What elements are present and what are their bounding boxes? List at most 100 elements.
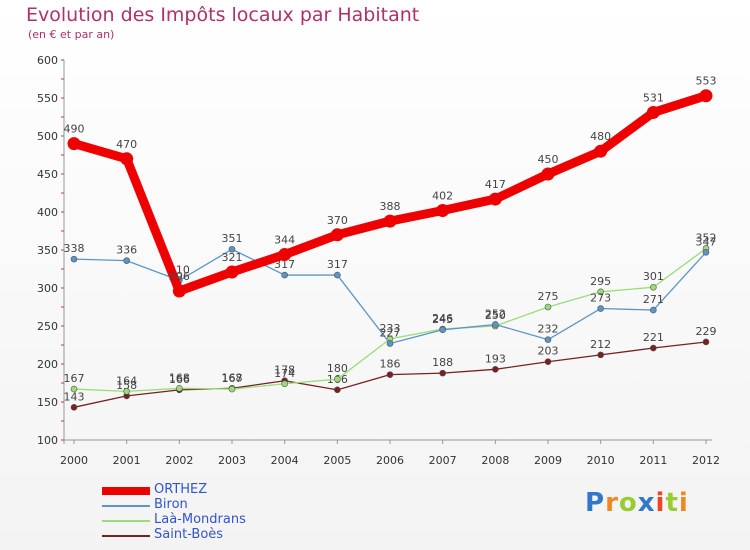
legend-label: Saint-Boès: [154, 527, 224, 542]
data-point: [650, 306, 657, 314]
x-tick-label: 2008: [481, 454, 509, 467]
data-label: 296: [169, 270, 190, 283]
data-point: [488, 192, 502, 206]
y-tick-label: 200: [37, 358, 58, 371]
x-tick-label: 2011: [639, 454, 667, 467]
data-label: 271: [643, 293, 664, 306]
data-label: 531: [643, 91, 664, 104]
data-point: [334, 271, 341, 279]
data-point: [123, 388, 130, 395]
x-tick-label: 2007: [429, 454, 457, 467]
y-tick-label: 100: [37, 434, 58, 447]
legend-swatch: [102, 535, 150, 537]
data-label: 167: [222, 372, 243, 385]
data-label: 344: [274, 234, 295, 247]
data-label: 273: [590, 292, 611, 305]
data-label: 167: [64, 372, 85, 385]
legend-label: Laà-Mondrans: [154, 512, 246, 527]
data-point: [650, 283, 657, 291]
data-point: [172, 284, 186, 298]
data-label: 233: [380, 322, 401, 335]
logo-letter: i: [655, 488, 666, 518]
y-tick-label: 450: [37, 168, 58, 181]
data-label: 164: [116, 374, 137, 387]
x-tick-label: 2009: [534, 454, 562, 467]
data-label: 245: [432, 313, 453, 326]
data-label: 203: [538, 345, 559, 358]
data-point: [334, 375, 341, 383]
data-point: [541, 167, 555, 181]
data-point: [123, 257, 130, 264]
y-tick-label: 500: [37, 130, 58, 143]
data-label: 480: [590, 130, 611, 143]
x-tick-label: 2004: [271, 454, 299, 467]
data-point: [70, 255, 78, 263]
data-label: 388: [380, 200, 401, 213]
data-label: 352: [696, 231, 717, 244]
data-point: [386, 340, 394, 347]
data-label: 250: [485, 309, 506, 322]
proxiti-logo: Proxiti: [585, 488, 689, 518]
x-tick-label: 2012: [692, 454, 720, 467]
data-point: [70, 404, 78, 411]
data-label: 227: [380, 326, 401, 339]
data-point: [544, 336, 552, 343]
data-label: 168: [169, 371, 190, 384]
y-tick-label: 150: [37, 396, 58, 409]
data-point: [597, 305, 604, 312]
data-label: 178: [274, 364, 295, 377]
data-label: 321: [222, 251, 243, 264]
data-label: 317: [327, 258, 348, 271]
data-label: 417: [485, 178, 506, 191]
logo-letter: i: [678, 488, 689, 518]
data-point: [436, 203, 450, 217]
legend-swatch: [102, 520, 150, 522]
chart-title: Evolution des Impôts locaux par Habitant: [26, 4, 420, 26]
data-point: [281, 271, 288, 279]
data-label: 212: [590, 338, 611, 351]
data-point: [650, 344, 657, 352]
x-tick-label: 2000: [60, 454, 88, 467]
legend-swatch: [102, 505, 150, 507]
x-tick-label: 2005: [323, 454, 351, 467]
data-point: [228, 245, 236, 253]
data-point: [228, 385, 236, 393]
data-point: [334, 386, 341, 394]
data-point: [702, 248, 710, 256]
y-tick-label: 600: [37, 54, 58, 67]
data-point: [70, 385, 78, 393]
data-point: [439, 369, 446, 377]
data-point: [492, 321, 499, 328]
legend-swatch: [102, 487, 150, 495]
legend-label: ORTHEZ: [154, 482, 208, 497]
data-label: 180: [327, 362, 348, 375]
logo-letter: x: [637, 488, 656, 518]
data-label: 317: [274, 258, 295, 271]
logo-letter: t: [665, 488, 679, 518]
data-point: [544, 303, 552, 311]
data-label: 246: [432, 312, 453, 325]
data-label: 232: [538, 323, 559, 336]
data-point: [176, 385, 183, 392]
x-tick-label: 2010: [587, 454, 615, 467]
y-tick-label: 350: [37, 244, 58, 257]
data-label: 252: [485, 307, 506, 320]
data-label: 470: [116, 138, 137, 151]
data-point: [330, 228, 344, 242]
data-point: [278, 248, 292, 262]
data-point: [386, 371, 394, 378]
data-label: 221: [643, 331, 664, 344]
data-label: 338: [64, 242, 85, 255]
data-point: [597, 351, 604, 359]
data-label: 490: [64, 123, 85, 136]
data-label: 229: [696, 325, 717, 338]
data-point: [699, 89, 713, 103]
data-label: 370: [327, 214, 348, 227]
data-point: [67, 137, 81, 151]
x-tick-label: 2002: [165, 454, 193, 467]
data-label: 402: [432, 189, 453, 202]
data-label: 166: [169, 373, 190, 386]
logo-letter: o: [618, 488, 638, 518]
